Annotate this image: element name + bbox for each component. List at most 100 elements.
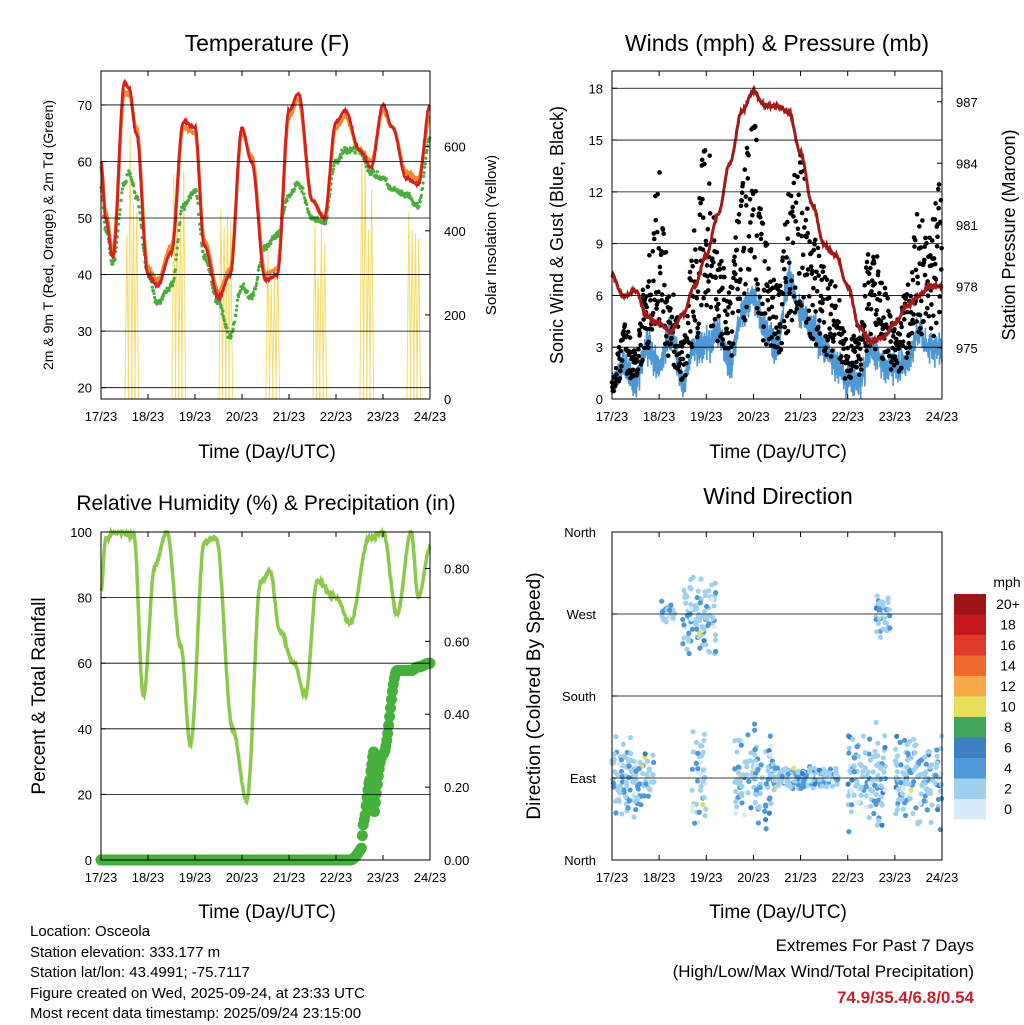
x-tick-label: 18/23: [132, 870, 165, 885]
solar-insolation-line: [413, 233, 418, 400]
gust-point: [932, 261, 938, 267]
gust-point: [668, 341, 674, 347]
wind-direction-point: [763, 826, 769, 832]
y-tick-label-right: 0.00: [444, 853, 469, 868]
wind-direction-point: [912, 750, 918, 756]
wind-direction-point: [681, 622, 687, 628]
gust-point: [807, 239, 812, 244]
wind-direction-point: [746, 778, 752, 784]
dewpoint-line: [128, 171, 132, 175]
wind-direction-point: [648, 779, 654, 785]
dewpoint-line: [129, 175, 133, 179]
gust-point: [760, 301, 765, 307]
dewpoint-line: [175, 246, 179, 250]
gust-point: [689, 258, 694, 264]
y-tick-label-right: 400: [444, 224, 466, 239]
gust-point: [794, 306, 800, 311]
gust-point: [697, 212, 703, 218]
solar-insolation-line: [312, 225, 318, 400]
wind-direction-point: [737, 776, 744, 782]
gust-point: [888, 367, 894, 372]
wind-direction-point: [613, 810, 619, 816]
wind-direction-point: [859, 774, 865, 780]
x-tick-label: 24/23: [414, 409, 447, 424]
gust-point: [719, 341, 725, 347]
wind-direction-point: [933, 772, 939, 778]
gust-point: [648, 292, 654, 298]
wind-direction-point: [712, 637, 719, 643]
temperature-xlabel: Time (Day/UTC): [198, 442, 336, 463]
y-tick-label: 6: [596, 288, 603, 303]
gust-point: [634, 371, 640, 376]
wind-direction-point: [618, 757, 625, 763]
precip-point: [355, 842, 367, 854]
solar-insolation-line: [131, 203, 136, 400]
gust-point: [801, 295, 806, 300]
wind-direction-point: [742, 759, 748, 765]
dewpoint-line: [304, 198, 308, 202]
dewpoint-line: [189, 196, 193, 200]
wind-direction-point: [631, 774, 637, 780]
wind-direction-point: [763, 781, 770, 787]
wind-direction-point: [908, 755, 914, 761]
wind-direction-point: [878, 783, 884, 789]
gust-point: [669, 335, 674, 341]
wind-direction-point: [625, 758, 632, 764]
gust-point: [620, 337, 625, 343]
dewpoint-line: [120, 187, 125, 191]
gust-point: [839, 354, 844, 359]
gust-point: [668, 306, 673, 311]
wind-direction-point: [642, 751, 648, 757]
wind-direction-point: [907, 738, 913, 744]
gust-point: [899, 324, 904, 330]
dewpoint-line: [323, 221, 328, 226]
wind-direction-point: [628, 750, 634, 757]
gust-point: [650, 310, 656, 316]
gust-point: [868, 331, 874, 337]
wind-direction-point: [778, 778, 784, 785]
wind-direction-point: [902, 812, 909, 819]
gust-point: [800, 265, 805, 271]
wind-direction-point: [849, 777, 855, 783]
legend-swatch: [954, 778, 986, 799]
wind-direction-point: [905, 750, 911, 757]
wind-direction-point: [697, 787, 704, 793]
gust-point: [719, 258, 724, 264]
gust-point: [903, 345, 909, 351]
legend-label: 12: [1000, 678, 1016, 694]
dewpoint-line: [118, 208, 122, 212]
wind-direction-point: [739, 800, 745, 806]
precip-point: [385, 693, 397, 705]
wind-direction-point: [619, 811, 625, 817]
dewpoint-line: [419, 193, 423, 198]
wind-direction-point: [899, 791, 906, 797]
y-tick-label: 0: [85, 853, 92, 868]
gust-point: [800, 252, 806, 258]
gust-point: [730, 341, 736, 347]
wind-direction-point: [689, 787, 695, 793]
gust-point: [805, 267, 811, 272]
wind-direction-point: [882, 787, 888, 793]
dewpoint-line: [203, 255, 207, 259]
gust-point: [885, 348, 891, 353]
gust-point: [649, 327, 655, 332]
temperature-ylabel-right: Solar Insolation (Yellow): [483, 155, 500, 315]
wind-direction-point: [687, 606, 694, 612]
wind-direction-point: [698, 759, 704, 765]
dewpoint-line: [220, 306, 224, 310]
wind-direction-point: [873, 762, 880, 768]
y-tick-label-right: 981: [956, 218, 978, 233]
gust-point: [785, 236, 791, 241]
dewpoint-line: [229, 334, 233, 338]
wind-direction-point: [824, 770, 830, 777]
legend-label: 18: [1000, 617, 1016, 633]
x-tick-label: 22/23: [320, 409, 353, 424]
x-tick-label: 22/23: [831, 409, 864, 424]
gust-point: [683, 372, 688, 378]
gust-point: [710, 256, 715, 261]
wind-direction-point: [711, 603, 717, 609]
wind-direction-point: [767, 751, 773, 758]
dewpoint-line: [422, 174, 426, 178]
dewpoint-line: [124, 180, 128, 184]
gust-point: [931, 256, 937, 261]
